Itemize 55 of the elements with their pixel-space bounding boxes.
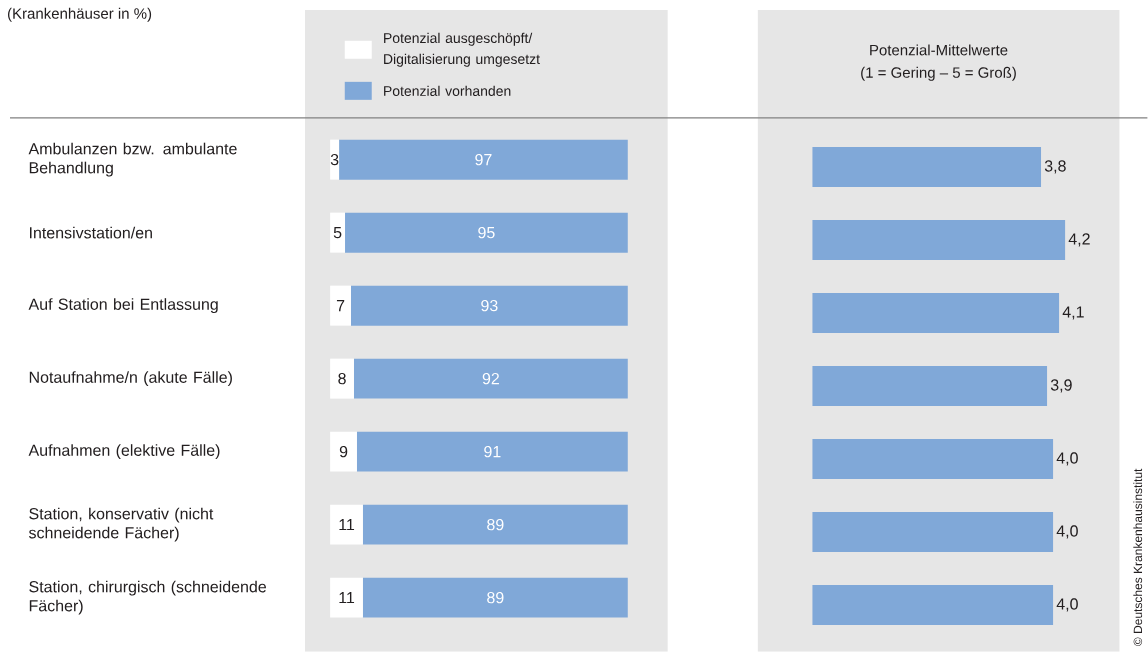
data-label: 8 (338, 373, 346, 385)
bar (330, 504, 363, 545)
bar (356, 431, 628, 472)
data-label: 4,1 (1062, 306, 1084, 320)
data-label: 3,8 (1044, 160, 1066, 174)
data-label: 93 (481, 300, 498, 312)
chart-title: Potenzial-Mittelwerte (870, 44, 1008, 56)
bar (812, 439, 1054, 480)
bar (362, 504, 628, 545)
bar (330, 285, 351, 326)
bar (345, 212, 628, 253)
bar (812, 293, 1060, 334)
legend-label: Potenzial ausgeschöpft/ Digitalisierung umgesetzt (384, 32, 540, 67)
y-tick-label: Ambulanzen bzw. ambulante Behandlung (28, 142, 237, 177)
bar (812, 585, 1054, 626)
bar (812, 512, 1054, 553)
text: © Deutsches Krankenhausinstitut (1133, 468, 1143, 647)
data-label: 3 (330, 154, 339, 166)
data-label: 4,0 (1056, 598, 1078, 612)
y-tick-label: Station, chirurgisch (schneidende Fächer) (29, 580, 266, 615)
y-tick-label: Station, konservativ (nicht schneidende Fächer) (28, 507, 214, 542)
data-label: 4,0 (1056, 525, 1078, 539)
data-label: 11 (339, 592, 355, 604)
data-label: 89 (487, 519, 504, 531)
bar (339, 139, 628, 180)
bar (350, 285, 628, 326)
bar (330, 577, 363, 618)
data-label: 97 (475, 154, 492, 166)
bar (362, 577, 628, 618)
bar (330, 139, 340, 180)
bar (812, 366, 1048, 407)
bar (330, 431, 357, 472)
data-label: 3,9 (1050, 379, 1072, 393)
y-tick-label: Aufnahmen (elektive Fälle) (28, 444, 220, 460)
data-label: 4,2 (1068, 233, 1090, 247)
data-label: 89 (487, 592, 504, 604)
chart-subtitle: (1 = Gering – 5 = Groß) (861, 67, 1016, 81)
data-label: 9 (339, 446, 348, 458)
data-label: 7 (336, 300, 345, 312)
y-tick-label: Auf Station bei Entlassung (28, 298, 218, 314)
bar (330, 358, 354, 399)
bar (812, 220, 1066, 261)
bar (330, 212, 346, 253)
bar (353, 358, 628, 399)
bar (812, 147, 1042, 188)
data-label: 4,0 (1056, 452, 1078, 466)
text: (Krankenhäuser in %) (8, 7, 152, 22)
y-tick-label: Intensivstation/en (30, 226, 152, 239)
data-label: 95 (478, 227, 495, 239)
data-label: 5 (333, 227, 342, 239)
data-label: 11 (339, 519, 355, 531)
data-label: 92 (482, 373, 499, 385)
y-tick-label: Notaufnahme/n (akute Fälle) (29, 371, 232, 387)
legend-label: Potenzial vorhanden (384, 85, 511, 97)
data-label: 91 (484, 446, 501, 458)
